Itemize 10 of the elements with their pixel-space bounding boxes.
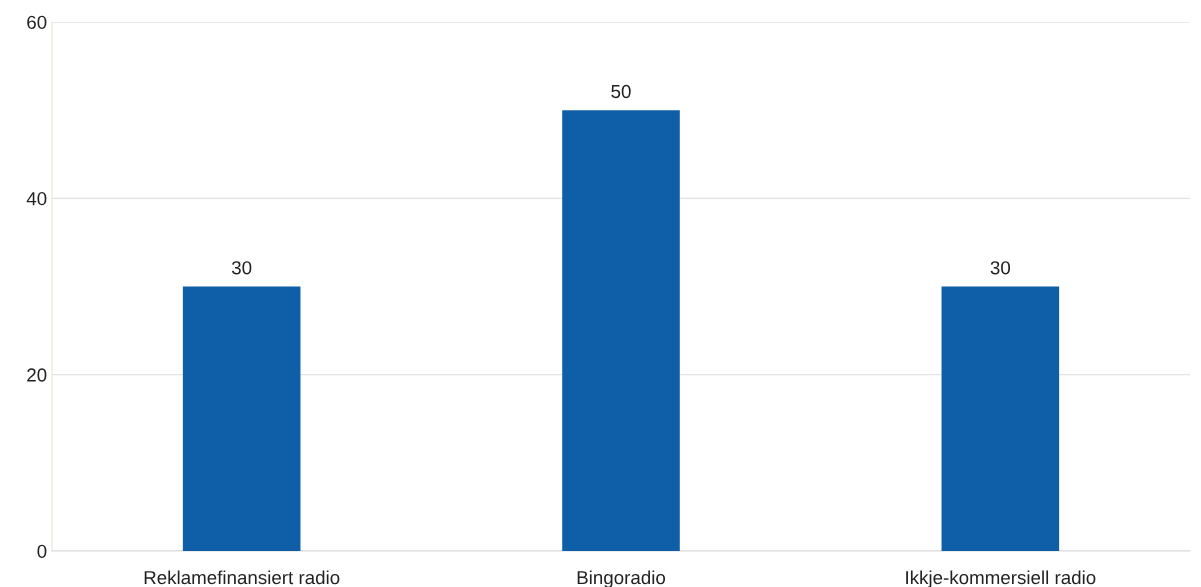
data-label: 30 (990, 261, 1011, 275)
x-tick-label: Bingoradio (577, 570, 666, 587)
y-tick-label: 40 (26, 192, 47, 206)
y-tick-label: 20 (27, 368, 47, 382)
x-tick-label: Ikkje-kommersiell radio (906, 570, 1096, 587)
y-tick-label: 0 (37, 544, 47, 558)
data-label: 30 (231, 261, 252, 275)
data-label: 50 (611, 84, 631, 99)
x-tick-label: Reklamefinansiert radio (144, 570, 340, 585)
y-tick-label: 60 (27, 15, 47, 29)
